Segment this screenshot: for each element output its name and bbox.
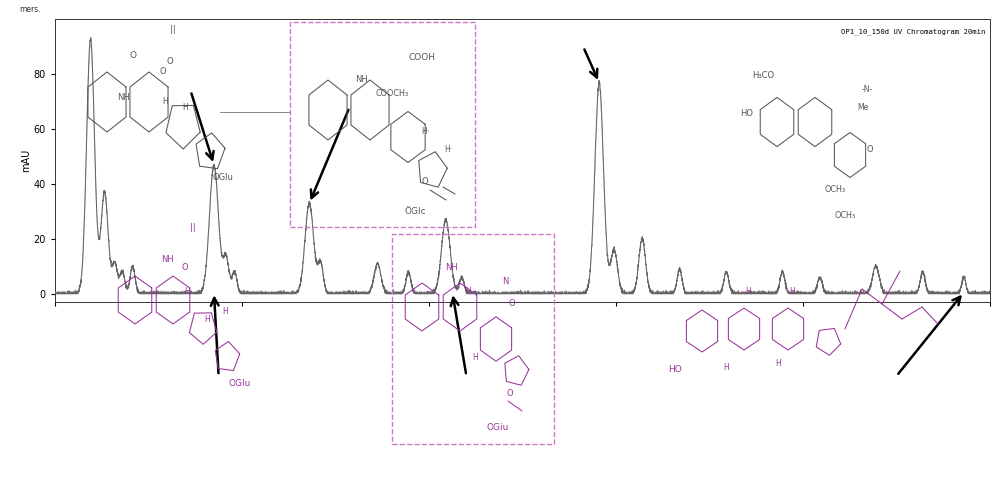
Text: O: O	[507, 390, 513, 398]
Text: HO: HO	[740, 109, 754, 117]
Text: -N-: -N-	[861, 85, 873, 94]
Text: OGlu: OGlu	[229, 379, 251, 389]
Y-axis label: mAU: mAU	[21, 149, 31, 172]
Text: Me: Me	[857, 102, 869, 112]
Text: OCH₃: OCH₃	[834, 210, 856, 220]
Text: O: O	[182, 262, 188, 271]
Text: O: O	[167, 57, 173, 67]
Text: H: H	[775, 359, 781, 369]
Text: NH: NH	[356, 75, 368, 85]
Text: H: H	[472, 353, 478, 361]
Text: O: O	[160, 68, 166, 76]
Text: OGiu: OGiu	[487, 423, 509, 431]
Bar	[392, 234, 554, 444]
Text: H·: H·	[444, 146, 452, 154]
Text: H: H	[723, 362, 729, 372]
Text: H: H	[184, 287, 190, 297]
Text: H: H	[745, 286, 751, 296]
Text: ||: ||	[170, 24, 176, 34]
Text: NH: NH	[161, 256, 173, 264]
Text: COOH: COOH	[409, 53, 436, 61]
Text: O: O	[867, 145, 873, 153]
Text: H: H	[162, 97, 168, 107]
Text: OP1_10_150d UV Chromatogram 20min: OP1_10_150d UV Chromatogram 20min	[841, 28, 985, 35]
Text: NH: NH	[117, 93, 129, 101]
Text: COOCH₃: COOCH₃	[375, 90, 409, 98]
Text: O: O	[509, 300, 515, 308]
Text: O: O	[422, 177, 428, 187]
Text: O: O	[130, 51, 136, 59]
Text: H: H	[182, 102, 188, 112]
Text: H: H	[204, 316, 210, 324]
Text: H: H	[222, 307, 228, 317]
Text: H: H	[465, 286, 471, 296]
Text: NH: NH	[446, 262, 458, 271]
Text: HO: HO	[668, 364, 682, 374]
Text: ÖGlc: ÖGlc	[404, 207, 426, 217]
Text: H: H	[789, 286, 795, 296]
Text: H·: H·	[421, 128, 429, 136]
Text: OCH₃: OCH₃	[824, 185, 846, 193]
Text: mers.: mers.	[19, 5, 41, 14]
Bar	[290, 22, 475, 227]
Text: H₃CO: H₃CO	[752, 71, 774, 79]
Text: OGlu: OGlu	[213, 172, 233, 182]
Text: N: N	[502, 277, 508, 285]
Text: ||: ||	[190, 223, 196, 231]
